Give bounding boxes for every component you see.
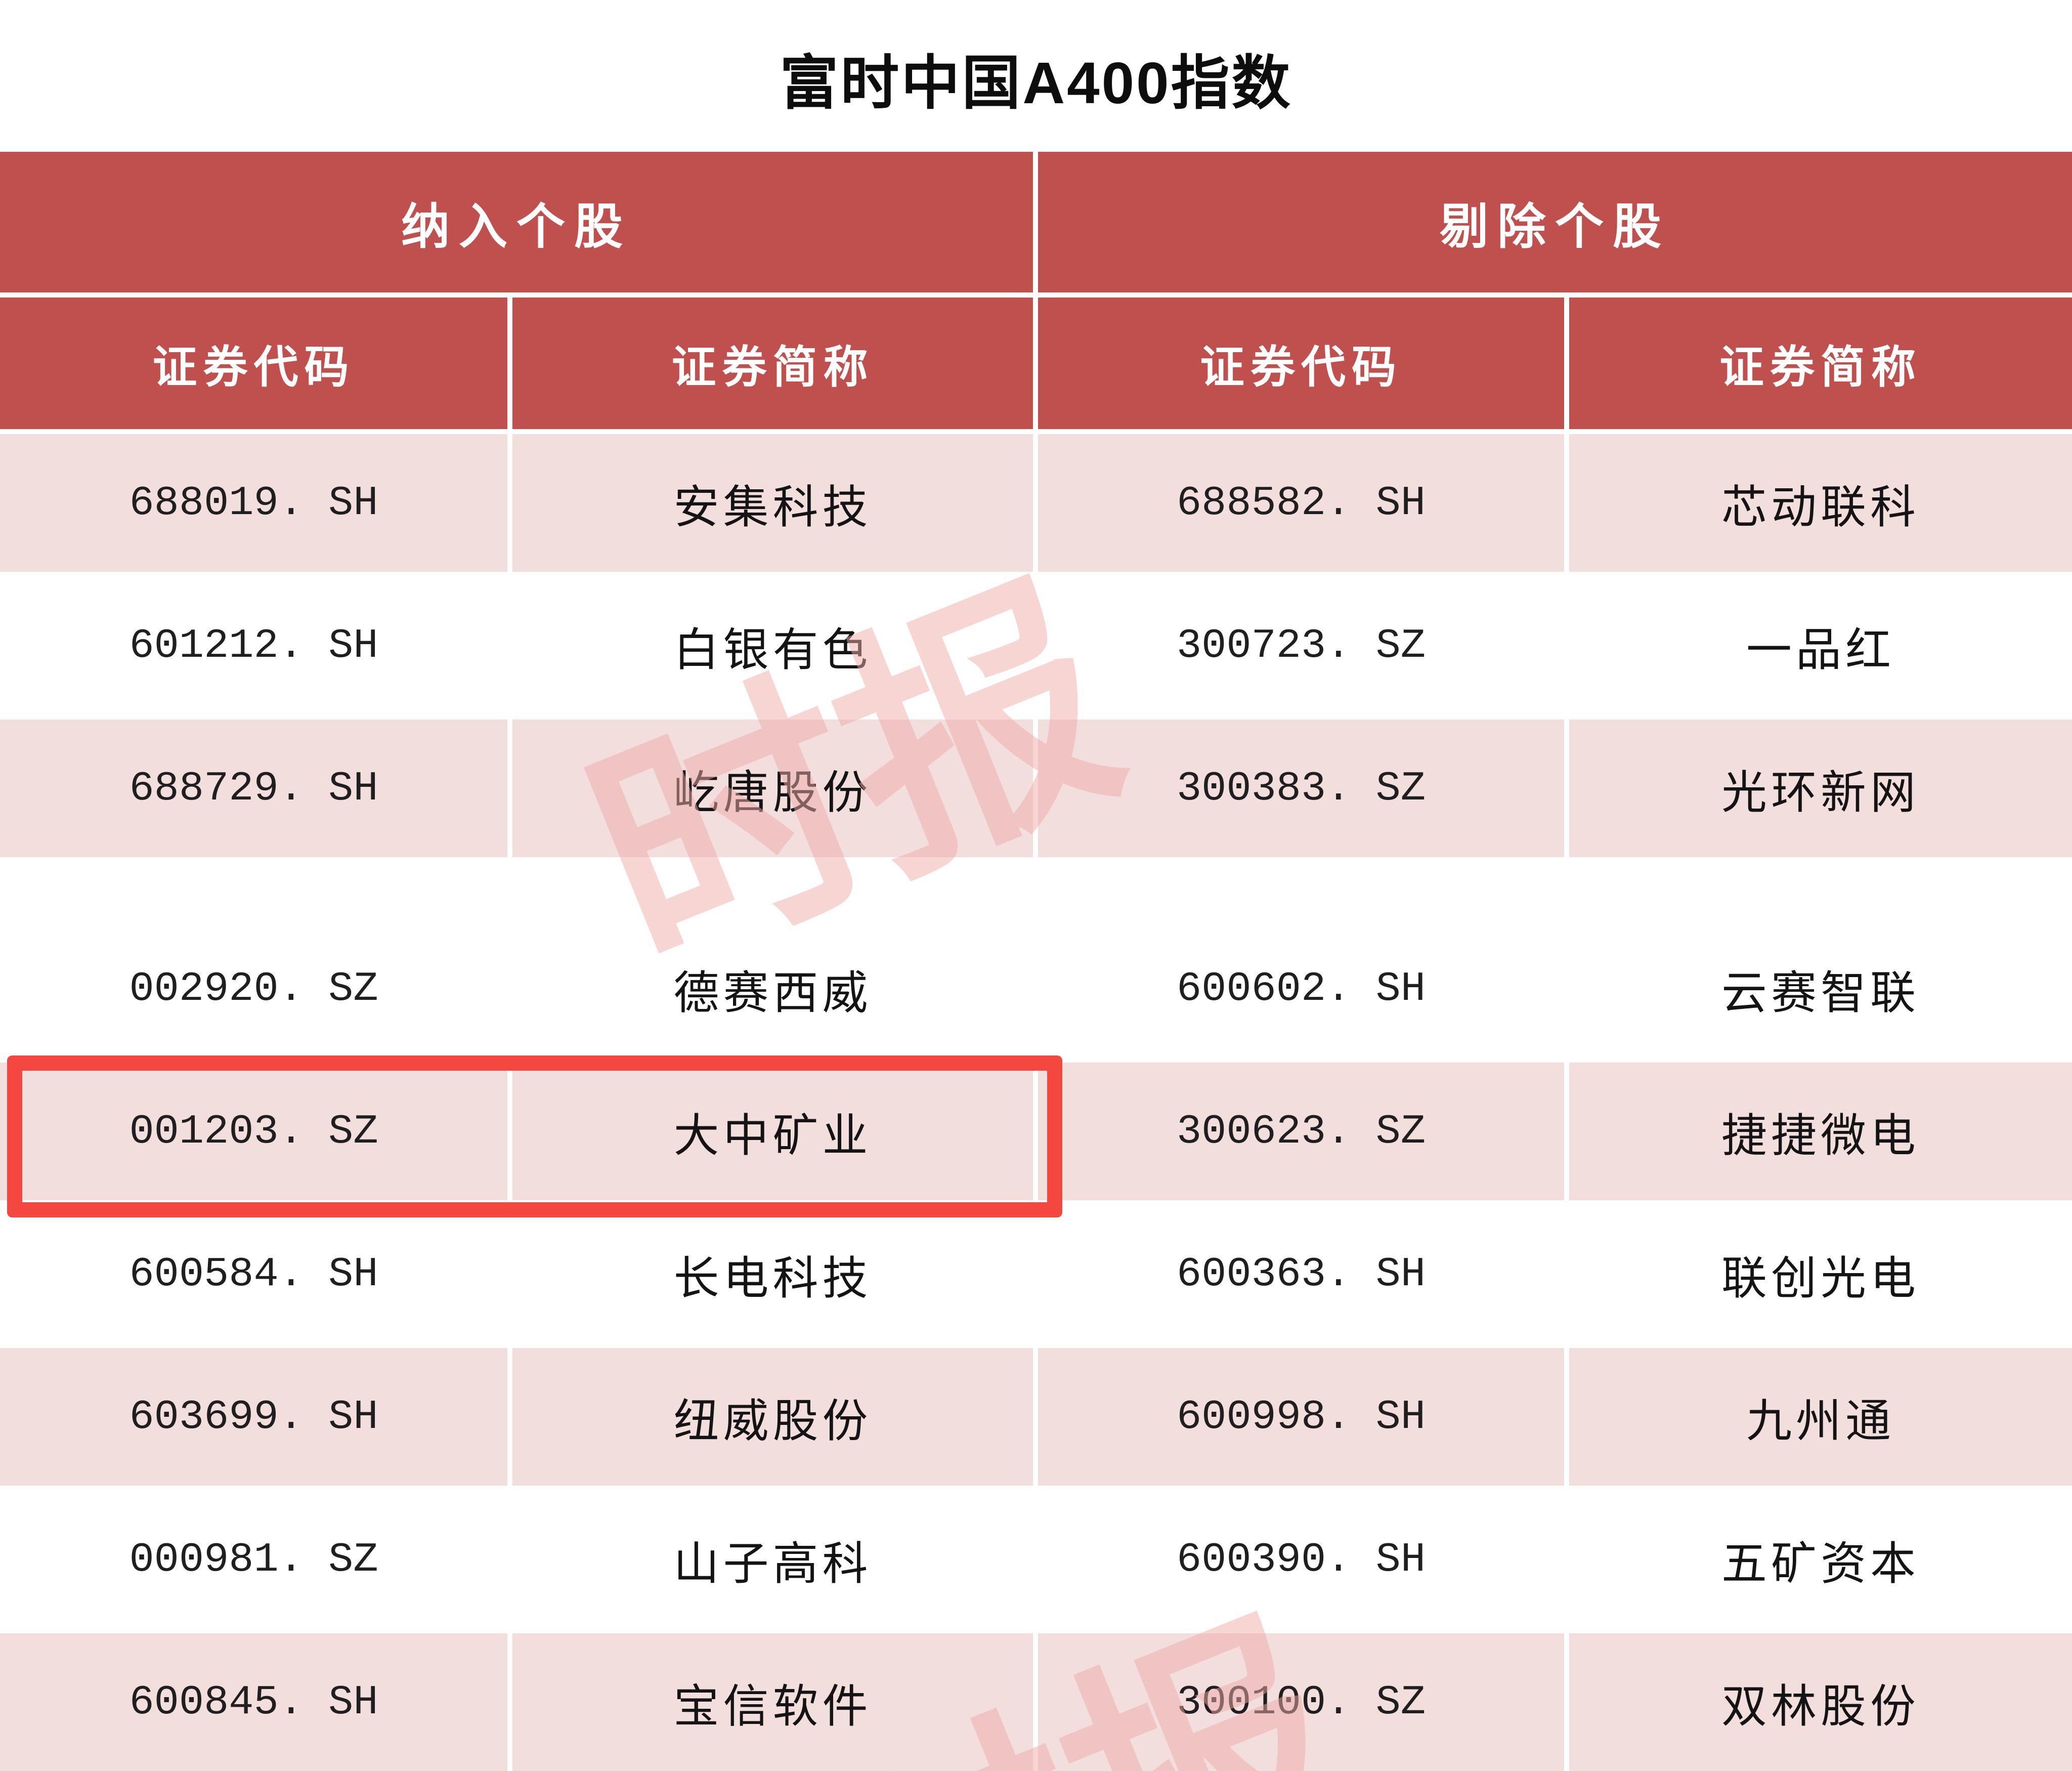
excluded-code: 600390. SH xyxy=(1038,1491,1564,1628)
group-header-excluded: 剔除个股 xyxy=(1038,152,2072,292)
included-code: 688729. SH xyxy=(0,720,507,857)
excluded-name: 五矿资本 xyxy=(1569,1491,2072,1628)
included-name: 屹唐股份 xyxy=(512,720,1033,857)
excluded-code: 688582. SH xyxy=(1038,434,1564,572)
omitted-rows-gap xyxy=(0,862,2072,915)
included-name: 山子高科 xyxy=(512,1491,1033,1628)
excluded-code: 300723. SZ xyxy=(1038,577,1564,714)
included-code: 600584. SH xyxy=(0,1205,507,1343)
excluded-name: 一品红 xyxy=(1569,577,2072,714)
excluded-name: 芯动联科 xyxy=(1569,434,2072,572)
excluded-name: 九州通 xyxy=(1569,1348,2072,1486)
excluded-code: 600998. SH xyxy=(1038,1348,1564,1486)
included-code: 688019. SH xyxy=(0,434,507,572)
included-code: 600845. SH xyxy=(0,1633,507,1771)
included-name: 长电科技 xyxy=(512,1205,1033,1343)
excluded-name: 双林股份 xyxy=(1569,1633,2072,1771)
included-name: 白银有色 xyxy=(512,577,1033,714)
included-code: 601212. SH xyxy=(0,577,507,714)
column-header-included-name: 证券简称 xyxy=(512,298,1033,429)
included-name: 宝信软件 xyxy=(512,1633,1033,1771)
excluded-name: 光环新网 xyxy=(1569,720,2072,857)
included-code: 603699. SH xyxy=(0,1348,507,1486)
included-code: 000981. SZ xyxy=(0,1491,507,1628)
excluded-code: 300623. SZ xyxy=(1038,1063,1564,1200)
excluded-code: 600602. SH xyxy=(1038,920,1564,1058)
excluded-name: 云赛智联 xyxy=(1569,920,2072,1058)
excluded-code: 300100. SZ xyxy=(1038,1633,1564,1771)
column-header-excluded-code: 证券代码 xyxy=(1038,298,1564,429)
excluded-code: 600363. SH xyxy=(1038,1205,1564,1343)
group-header-included: 纳入个股 xyxy=(0,152,1033,292)
included-code-highlighted: 001203. SZ xyxy=(0,1063,507,1200)
excluded-name: 联创光电 xyxy=(1569,1205,2072,1343)
included-name-highlighted: 大中矿业 xyxy=(512,1063,1033,1200)
excluded-name: 捷捷微电 xyxy=(1569,1063,2072,1200)
index-table: 纳入个股 剔除个股 证券代码 证券简称 证券代码 证券简称 688019. SH… xyxy=(0,152,2072,1771)
included-name: 纽威股份 xyxy=(512,1348,1033,1486)
included-code: 002920. SZ xyxy=(0,920,507,1058)
column-header-excluded-name: 证券简称 xyxy=(1569,298,2072,429)
page-title: 富时中国A400指数 xyxy=(780,50,1292,116)
included-name: 安集科技 xyxy=(512,434,1033,572)
excluded-code: 300383. SZ xyxy=(1038,720,1564,857)
included-name: 德赛西威 xyxy=(512,920,1033,1058)
column-header-included-code: 证券代码 xyxy=(0,298,507,429)
